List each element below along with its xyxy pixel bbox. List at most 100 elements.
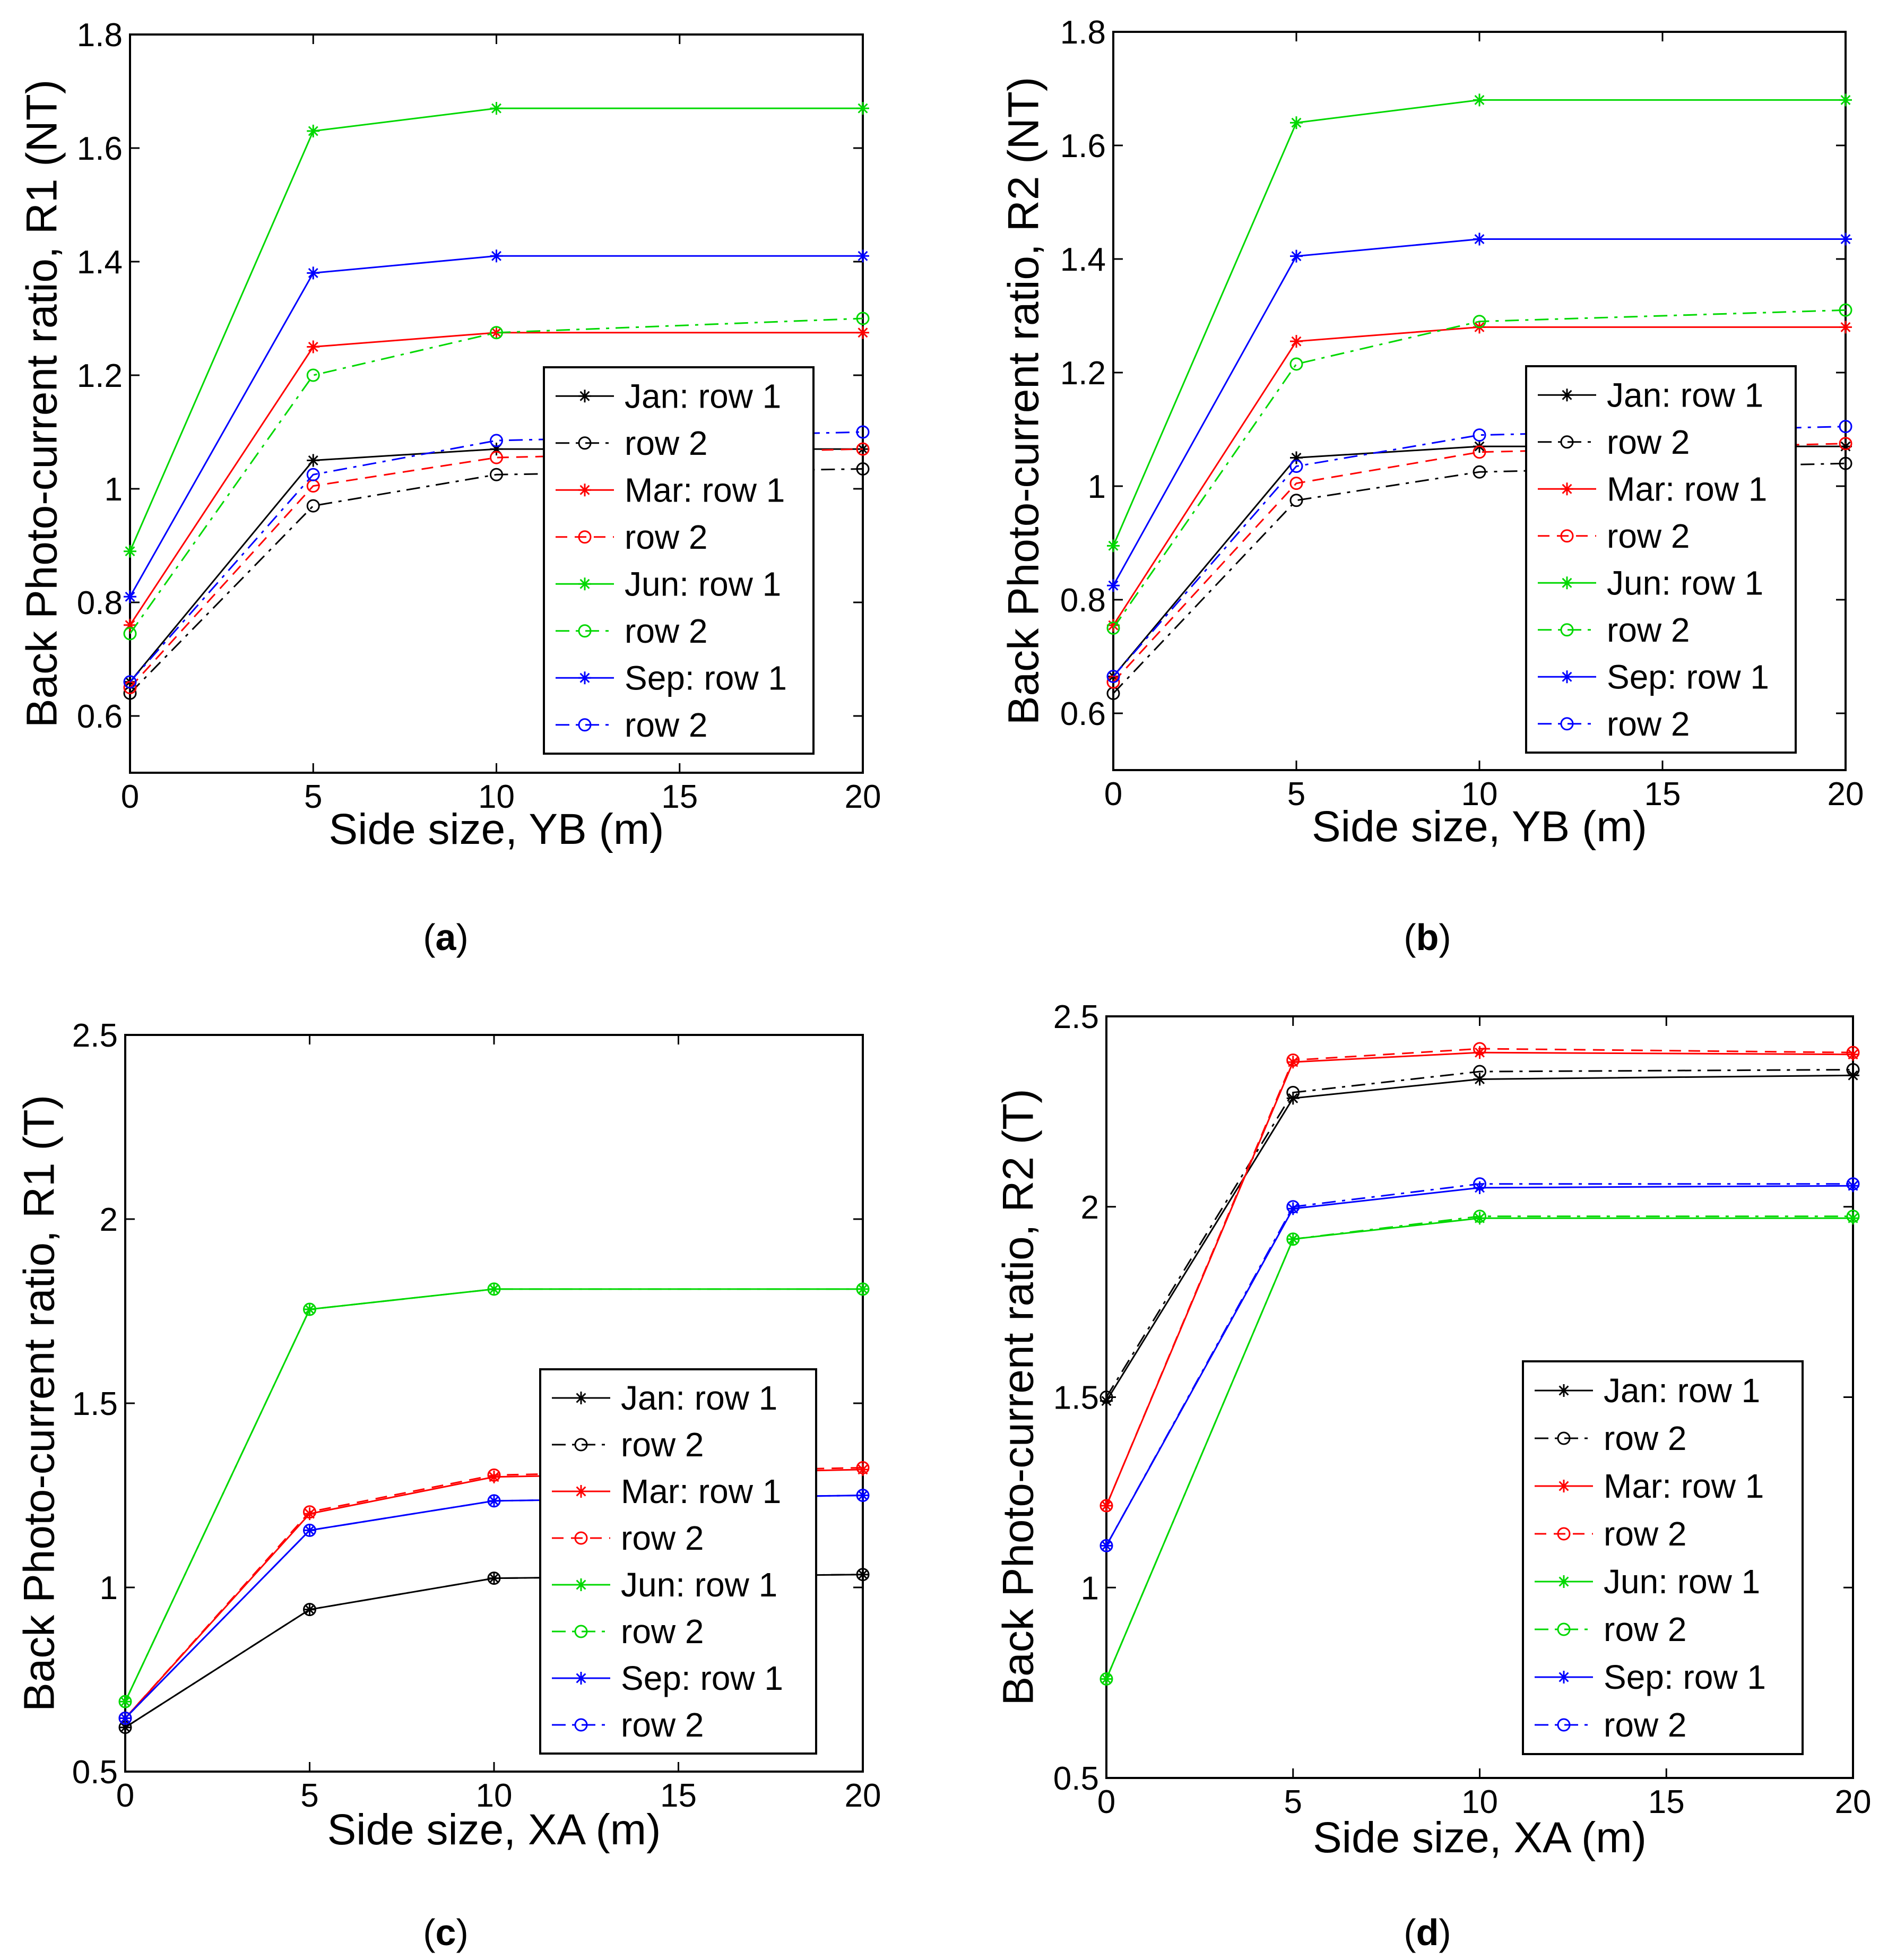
legend-item: row 2 [1535, 1706, 1687, 1744]
legend-marker [1557, 1384, 1570, 1397]
x-tick-label: 5 [304, 779, 322, 815]
panel-label-a: (a) [423, 917, 469, 958]
legend-label: row 2 [621, 1612, 704, 1651]
data-point [306, 468, 320, 481]
legend-label: row 2 [621, 1706, 704, 1744]
legend-item: Jan: row 1 [556, 377, 781, 415]
data-point [307, 124, 320, 137]
legend-marker [1557, 1527, 1571, 1541]
series-line [1112, 309, 1846, 629]
y-tick-label: 0.8 [1060, 582, 1106, 619]
legend-item: row 2 [1538, 705, 1690, 743]
data-point [1099, 1672, 1113, 1686]
data-point [1286, 1232, 1300, 1246]
data-point [856, 442, 870, 456]
data-point [1100, 1539, 1113, 1552]
legend-label: row 2 [625, 706, 708, 744]
data-point [1286, 1054, 1300, 1067]
legend-marker [1560, 623, 1574, 637]
x-tick-label: 0 [121, 779, 139, 815]
series-2 [1099, 1063, 1860, 1404]
y-tick-label: 1.5 [72, 1386, 118, 1422]
legend-marker [1557, 1575, 1570, 1588]
data-point [1473, 465, 1486, 479]
x-axis-title: Side size, XA (m) [327, 1806, 661, 1854]
x-tick-label: 5 [1287, 776, 1305, 813]
data-point [1290, 335, 1303, 348]
data-point [1106, 669, 1120, 683]
legend: Jan: row 1 row 2 Mar: row 1 row 2 Jun: row 1… [539, 1368, 817, 1755]
data-point [1846, 1063, 1860, 1076]
legend-marker [1557, 1480, 1570, 1492]
legend-marker [578, 577, 591, 591]
legend-item: Jan: row 1 [1538, 376, 1763, 414]
y-tick-label: 1.8 [77, 17, 123, 54]
x-tick-label: 20 [1828, 776, 1864, 813]
data-point [1106, 621, 1120, 635]
y-axis-title: Back Photo-current ratio, R1 (T) [15, 1095, 64, 1712]
legend-marker [575, 1392, 587, 1404]
data-point [1473, 1065, 1486, 1078]
series-8 [1099, 1177, 1860, 1552]
panel-label-b: (b) [1404, 917, 1451, 958]
legend-label: Jun: row 1 [621, 1566, 777, 1604]
legend-marker [578, 390, 591, 403]
legend-item: Mar: row 1 [1538, 470, 1767, 508]
legend-marker [1561, 388, 1573, 402]
x-axis-title: Side size, XA (m) [1313, 1814, 1647, 1862]
x-tick-label: 10 [478, 779, 515, 815]
legend-label: row 2 [625, 612, 708, 650]
legend-item: Mar: row 1 [556, 471, 785, 509]
data-point [1846, 1210, 1860, 1223]
y-axis-title: Back Photo-current ratio, R2 (NT) [1000, 77, 1048, 725]
data-point [1839, 420, 1852, 434]
data-point [487, 1494, 501, 1508]
legend-label: row 2 [621, 1426, 704, 1464]
legend-item: row 2 [556, 612, 708, 650]
data-point [487, 1572, 501, 1585]
x-tick-label: 0 [1104, 776, 1122, 813]
data-point [303, 1302, 316, 1316]
legend: Jan: row 1 row 2 Mar: row 1 row 2 Jun: row 1… [1525, 365, 1797, 754]
series-6 [1106, 303, 1852, 635]
legend-label: Mar: row 1 [1607, 470, 1767, 508]
data-point [1099, 1539, 1113, 1552]
x-tick-label: 15 [660, 1777, 697, 1814]
data-point [118, 1711, 132, 1725]
data-point [1473, 1042, 1486, 1056]
data-point [307, 340, 320, 353]
series-line [1112, 326, 1846, 626]
y-tick-label: 2.5 [1053, 999, 1099, 1035]
legend-item: row 2 [1538, 423, 1690, 461]
legend-marker [1560, 717, 1574, 731]
data-point [856, 1282, 870, 1296]
data-point [1289, 460, 1303, 473]
series-line [129, 332, 863, 626]
series-line [124, 1288, 863, 1702]
y-tick-label: 0.5 [72, 1754, 118, 1791]
legend-label: Jan: row 1 [625, 377, 781, 415]
x-tick-label: 20 [1835, 1784, 1872, 1820]
y-tick-label: 1.2 [1060, 355, 1106, 392]
legend-item: Jun: row 1 [556, 565, 781, 603]
x-tick-label: 10 [1461, 776, 1498, 813]
data-point [487, 1468, 501, 1482]
legend-item: row 2 [1538, 517, 1690, 555]
series-line [129, 317, 863, 634]
legend-item: Mar: row 1 [1535, 1467, 1764, 1505]
y-tick-label: 1 [100, 1570, 118, 1607]
y-tick-label: 2 [100, 1202, 118, 1238]
data-point [1473, 232, 1486, 246]
data-point [1846, 1177, 1860, 1191]
legend-marker [578, 530, 592, 544]
legend-marker [578, 436, 592, 450]
data-point [1107, 579, 1120, 592]
legend-label: Mar: row 1 [621, 1472, 781, 1510]
data-point [856, 462, 870, 476]
legend-marker [1561, 482, 1573, 496]
data-point [303, 1505, 316, 1519]
legend-box [543, 366, 815, 755]
legend-label: row 2 [1604, 1706, 1687, 1744]
x-axis-title: Side size, YB (m) [329, 805, 664, 853]
legend-item: row 2 [1535, 1610, 1687, 1648]
